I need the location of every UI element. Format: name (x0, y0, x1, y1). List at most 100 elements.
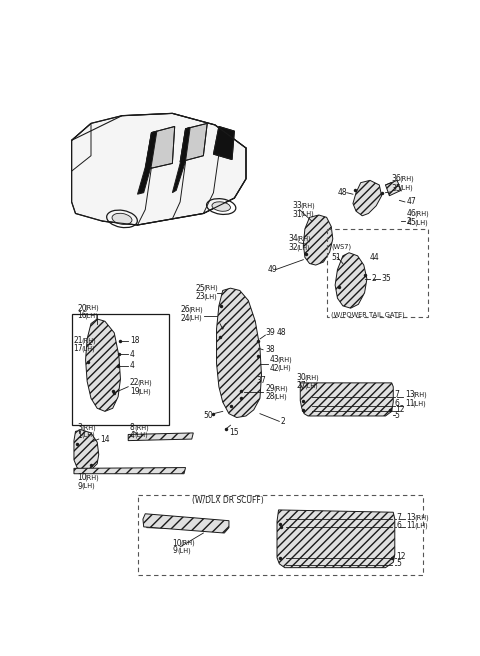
Text: 38: 38 (265, 345, 275, 354)
Text: 51: 51 (331, 253, 341, 262)
Text: 26: 26 (181, 305, 191, 314)
Text: 11: 11 (407, 521, 416, 530)
Polygon shape (303, 215, 333, 265)
Text: 21: 21 (73, 336, 83, 345)
Text: 4: 4 (130, 361, 134, 371)
Text: (RH): (RH) (134, 424, 149, 431)
Text: (LH): (LH) (82, 483, 96, 489)
Text: (RH): (RH) (85, 474, 99, 481)
Text: 2: 2 (372, 274, 376, 283)
Text: 14: 14 (100, 434, 110, 443)
Ellipse shape (112, 213, 132, 224)
Text: (LH): (LH) (399, 185, 413, 192)
Text: 17: 17 (73, 344, 83, 354)
Polygon shape (353, 180, 382, 216)
Text: 45: 45 (407, 218, 416, 227)
Text: (LH): (LH) (296, 244, 310, 251)
Text: 15: 15 (229, 428, 239, 438)
Text: 42: 42 (269, 363, 279, 373)
Text: (W/DLX DR SCUFF): (W/DLX DR SCUFF) (192, 496, 264, 505)
Polygon shape (147, 522, 227, 530)
Text: 12: 12 (395, 405, 404, 415)
Text: (RH): (RH) (85, 305, 99, 312)
Text: 20: 20 (77, 304, 87, 313)
Text: 32: 32 (288, 243, 298, 252)
Text: 1: 1 (77, 431, 82, 440)
Text: 22: 22 (130, 379, 139, 388)
Text: 4: 4 (130, 350, 134, 359)
Text: (RH): (RH) (399, 176, 414, 182)
Polygon shape (72, 113, 246, 225)
Polygon shape (385, 180, 401, 195)
Ellipse shape (212, 202, 230, 211)
Text: (RH): (RH) (189, 306, 204, 313)
Text: 10: 10 (172, 539, 182, 548)
Polygon shape (277, 510, 395, 567)
Text: (WS7): (WS7) (331, 243, 351, 250)
Text: (LH): (LH) (177, 548, 191, 554)
Text: 34: 34 (288, 234, 299, 243)
Text: (LH): (LH) (414, 522, 428, 529)
Text: (LH): (LH) (300, 211, 314, 218)
Text: 6: 6 (396, 521, 401, 530)
Text: 4: 4 (130, 431, 134, 440)
Text: (RH): (RH) (81, 337, 96, 344)
Text: 13: 13 (405, 390, 415, 399)
Text: 35: 35 (382, 274, 391, 283)
Polygon shape (216, 288, 262, 417)
Text: 25: 25 (196, 283, 205, 293)
Text: 6: 6 (395, 399, 400, 408)
Text: (RH): (RH) (300, 203, 315, 209)
Text: (RH): (RH) (414, 514, 429, 521)
Text: (RH): (RH) (277, 356, 292, 363)
Text: (W/POWER TAIL GATE): (W/POWER TAIL GATE) (331, 312, 405, 318)
Text: (RH): (RH) (273, 385, 288, 392)
Polygon shape (128, 433, 193, 441)
Text: (LH): (LH) (134, 432, 148, 438)
Text: (LH): (LH) (85, 313, 98, 319)
Text: 13: 13 (407, 513, 416, 522)
Polygon shape (85, 319, 120, 411)
Text: (RH): (RH) (137, 380, 152, 386)
Text: (LH): (LH) (189, 315, 203, 321)
Text: 46: 46 (407, 209, 416, 218)
Text: (LH): (LH) (82, 432, 96, 438)
Text: 33: 33 (292, 201, 302, 211)
Text: 18: 18 (130, 336, 139, 345)
Text: 9: 9 (77, 482, 82, 491)
Text: 24: 24 (181, 314, 191, 323)
Text: 37: 37 (256, 376, 266, 385)
Text: 5: 5 (395, 411, 400, 420)
Text: 23: 23 (196, 292, 205, 301)
Polygon shape (74, 468, 186, 474)
Text: 9: 9 (172, 546, 177, 555)
Text: 27: 27 (296, 381, 306, 390)
Text: (LH): (LH) (304, 382, 318, 389)
Text: 48: 48 (277, 328, 287, 337)
Polygon shape (180, 123, 207, 162)
Text: (LH): (LH) (413, 400, 426, 407)
Text: (RH): (RH) (414, 210, 429, 216)
Text: (RH): (RH) (180, 540, 195, 546)
Text: 47: 47 (407, 197, 416, 207)
Text: 12: 12 (396, 552, 406, 561)
Text: 36: 36 (392, 174, 401, 183)
Text: 10: 10 (77, 473, 87, 482)
Text: 5: 5 (396, 560, 401, 568)
Text: (LH): (LH) (414, 220, 428, 226)
Polygon shape (143, 514, 229, 533)
Text: (RH): (RH) (204, 285, 218, 291)
Text: (RH): (RH) (82, 424, 96, 431)
Text: 7: 7 (395, 390, 400, 399)
Text: 16: 16 (77, 312, 87, 320)
Text: 44: 44 (370, 253, 380, 262)
Text: 48: 48 (337, 188, 347, 197)
Polygon shape (300, 383, 393, 416)
Text: (LH): (LH) (273, 394, 287, 400)
Polygon shape (172, 127, 190, 193)
Text: (RH): (RH) (296, 236, 311, 242)
Text: 31: 31 (292, 210, 302, 218)
Text: 49: 49 (268, 265, 277, 274)
Text: (LH): (LH) (137, 388, 151, 395)
Text: 8: 8 (130, 423, 134, 432)
